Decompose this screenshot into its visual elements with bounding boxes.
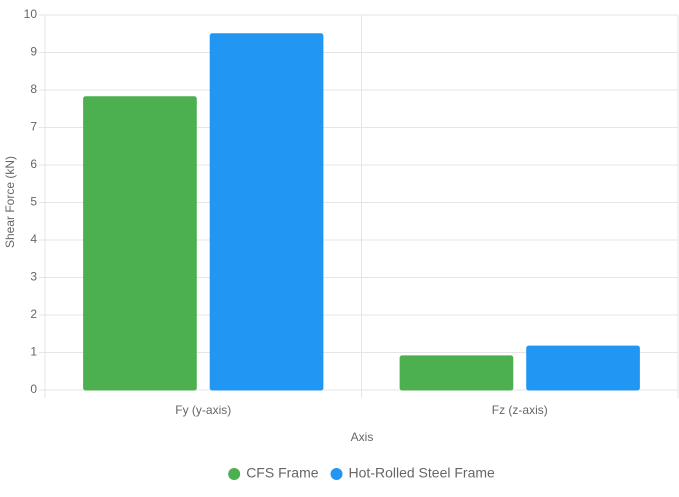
legend-label: CFS Frame: [246, 465, 319, 481]
x-axis-title: Axis: [351, 430, 374, 444]
y-tick-label: 2: [30, 307, 37, 321]
y-tick-label: 0: [30, 382, 37, 396]
bar: [83, 96, 197, 391]
legend-marker: [228, 468, 241, 480]
bar: [399, 355, 514, 391]
bar: [526, 345, 640, 391]
y-tick-label: 9: [30, 45, 37, 59]
y-tick-label: 4: [30, 232, 37, 246]
y-tick-label: 10: [24, 7, 38, 21]
y-axis-title: Shear Force (kN): [3, 156, 17, 248]
bar: [209, 33, 324, 391]
y-tick-label: 3: [30, 270, 37, 284]
y-tick-label: 5: [30, 195, 37, 209]
x-tick-label: Fy (y-axis): [175, 403, 231, 417]
legend-marker: [330, 468, 343, 480]
y-tick-label: 1: [30, 345, 37, 359]
y-tick-label: 6: [30, 157, 37, 171]
legend-label: Hot-Rolled Steel Frame: [349, 465, 495, 481]
x-tick-label: Fz (z-axis): [492, 403, 548, 417]
y-tick-label: 8: [30, 82, 37, 96]
y-tick-label: 7: [30, 120, 37, 134]
